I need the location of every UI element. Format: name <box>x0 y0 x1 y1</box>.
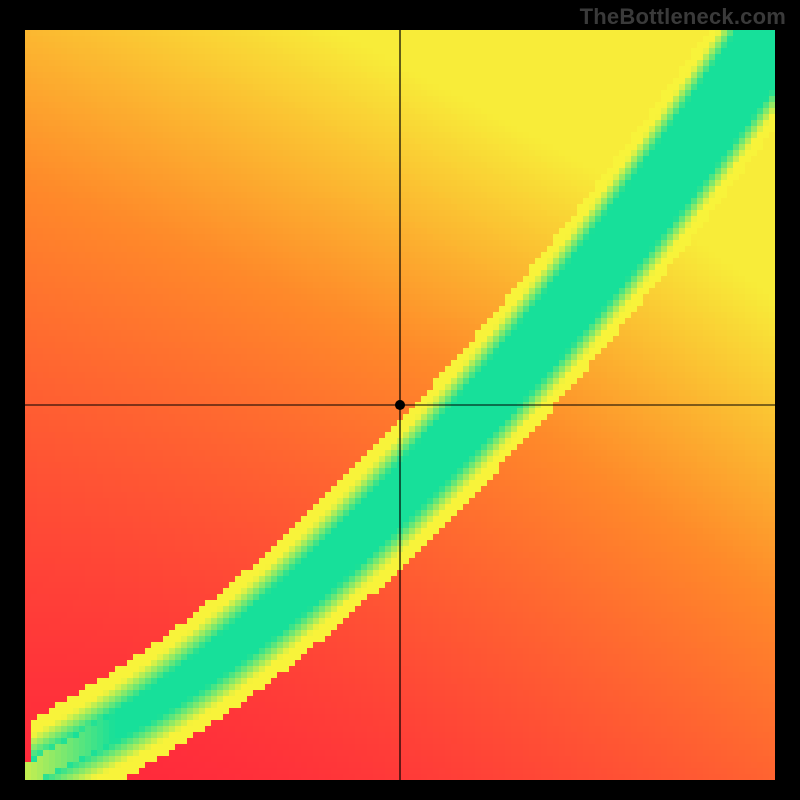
bottleneck-heatmap <box>0 0 800 800</box>
watermark-text: TheBottleneck.com <box>580 4 786 30</box>
